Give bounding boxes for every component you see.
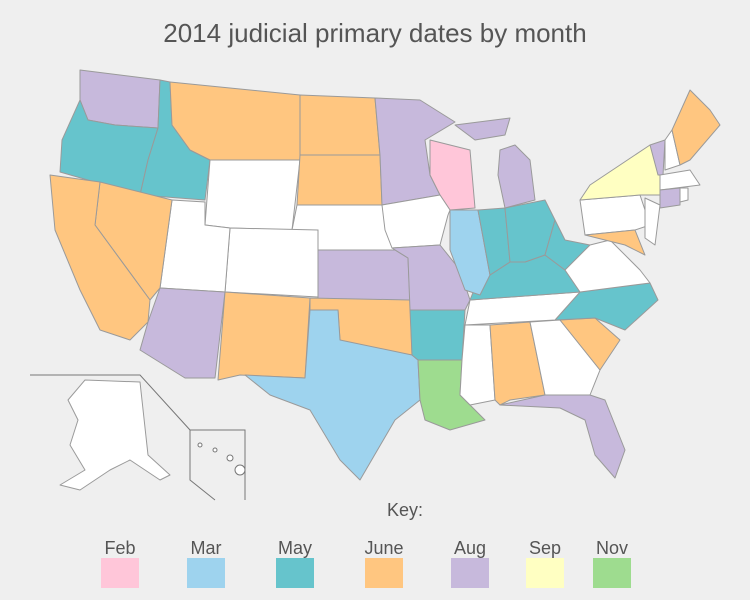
state — [217, 291, 311, 381]
state — [499, 394, 626, 479]
state — [391, 244, 471, 311]
state — [409, 309, 466, 361]
inset — [30, 374, 246, 501]
state — [544, 219, 591, 271]
legend-swatch — [276, 558, 314, 588]
state — [224, 227, 319, 298]
legend-label: Aug — [454, 538, 486, 558]
legend-label: Feb — [104, 538, 135, 558]
state — [659, 169, 701, 191]
state — [299, 94, 381, 156]
legend-label: Nov — [596, 538, 628, 558]
legend-swatch — [101, 558, 139, 588]
legend-label: Sep — [529, 538, 561, 558]
legend-label: May — [278, 538, 312, 558]
state — [564, 239, 651, 293]
state — [204, 159, 301, 231]
hawaii — [234, 464, 246, 476]
state — [584, 229, 646, 256]
legend-label: June — [364, 538, 403, 558]
title: 2014 judicial primary dates by month — [163, 18, 586, 48]
hawaii — [197, 442, 203, 448]
state — [679, 187, 689, 203]
state — [169, 81, 301, 161]
state — [49, 174, 151, 341]
hawaii — [212, 447, 218, 453]
legend-label: Mar — [191, 538, 222, 558]
legend-heading: Key: — [387, 500, 423, 520]
legend-swatch — [526, 558, 564, 588]
state — [79, 69, 161, 129]
state — [296, 154, 383, 206]
us-map — [49, 69, 721, 481]
legend: Feb Mar May June Aug Sep Nov — [101, 538, 631, 588]
state — [659, 187, 681, 209]
alaska — [59, 379, 171, 491]
state — [497, 144, 536, 209]
legend-swatch — [187, 558, 225, 588]
state — [244, 309, 421, 481]
legend-swatch — [365, 558, 403, 588]
state — [579, 194, 651, 236]
hawaii — [226, 454, 234, 462]
state — [454, 117, 511, 141]
legend-swatch — [451, 558, 489, 588]
state — [459, 324, 496, 406]
state — [671, 89, 721, 166]
legend-swatch — [593, 558, 631, 588]
state — [644, 197, 661, 246]
state — [381, 194, 451, 249]
inset-border — [190, 429, 246, 500]
state — [317, 249, 411, 301]
